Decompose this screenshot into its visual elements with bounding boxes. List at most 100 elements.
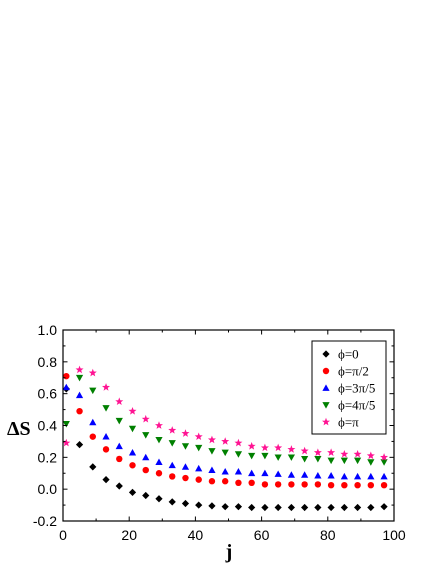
data-point [353,472,362,480]
data-point [274,470,282,477]
data-point [247,441,256,450]
data-point [221,449,229,457]
data-point [340,472,348,480]
data-point [260,443,269,452]
data-point [155,495,163,503]
data-point [128,448,137,456]
data-point [168,426,177,434]
data-point [142,453,150,461]
data-point [248,503,256,512]
data-point [102,433,110,440]
data-point [366,451,375,460]
data-point [76,407,83,415]
y-tick-label: 0.6 [38,386,58,402]
data-point [221,437,230,445]
data-point [195,444,203,452]
x-tick-label: 40 [188,527,204,543]
legend-label: ϕ=π/2 [338,364,369,379]
data-point [380,453,389,461]
data-point [327,472,335,479]
data-point [128,406,137,415]
legend-marker [322,367,330,375]
y-axis-title: ΔS [7,418,31,440]
data-point [102,446,110,453]
data-point [168,461,176,469]
data-point [367,472,375,480]
data-point [301,456,309,463]
y-tick-label: -0.2 [33,513,57,529]
data-point [128,488,137,496]
data-point [116,455,123,463]
legend-entry: ϕ=0 [322,347,359,362]
data-point [248,452,256,460]
y-tick-label: 0.2 [38,449,58,465]
data-point [380,481,388,489]
legend-label: ϕ=4π/5 [338,398,375,413]
data-point [367,481,375,489]
data-point [142,491,150,500]
data-point [102,476,110,484]
x-tick-label: 80 [320,527,336,543]
y-tick-label: 0.8 [38,354,58,370]
x-tick-label: 0 [59,527,67,543]
data-point [367,459,375,466]
series-1 [63,372,388,489]
data-point [129,462,136,469]
data-point [314,472,322,479]
data-point [181,499,190,508]
data-point [300,446,309,455]
series-0 [62,385,388,512]
data-point [340,503,348,512]
data-point [301,471,309,478]
x-axis-title: j [225,541,233,563]
data-point [142,432,150,439]
data-point [261,503,269,512]
data-point [142,466,149,474]
data-point [234,468,243,475]
data-point [314,481,322,488]
data-point [208,502,216,510]
data-point [62,383,70,391]
data-point [155,436,163,444]
data-point [235,479,242,486]
y-tick-label: 1.0 [38,322,58,338]
data-point [274,503,282,512]
data-point [62,421,70,428]
data-point [155,421,163,429]
data-point [168,498,176,506]
data-point [367,503,375,512]
data-point [115,442,123,450]
data-point [274,481,282,488]
data-point [287,454,295,461]
data-point [89,387,97,395]
legend-label: ϕ=3π/5 [338,381,375,396]
axis-ticks: 0 20 40 60 80 100 -0.2 0.0 0.2 0.4 0.6 0.8 1.0 [33,322,406,543]
data-point [261,452,269,460]
legend-marker [322,417,330,426]
data-point [261,481,269,488]
data-point [340,449,349,458]
data-point [181,429,190,437]
data-point [301,503,309,512]
data-point [287,471,295,478]
data-point [208,478,216,485]
legend-entry: ϕ=3π/5 [322,381,375,396]
data-point [314,456,322,463]
data-point [301,481,308,488]
data-point [195,464,203,472]
data-point [89,418,97,426]
data-point [221,478,229,485]
data-point [341,481,348,489]
data-point [102,383,111,391]
data-point [169,473,176,480]
data-point [155,458,163,465]
legend-entry: ϕ=π/2 [322,364,369,379]
data-point [221,468,229,475]
data-point [380,503,388,511]
series-3 [62,374,388,466]
data-point [75,365,84,374]
data-point [314,503,322,512]
data-point [340,457,348,465]
data-point [287,445,296,453]
